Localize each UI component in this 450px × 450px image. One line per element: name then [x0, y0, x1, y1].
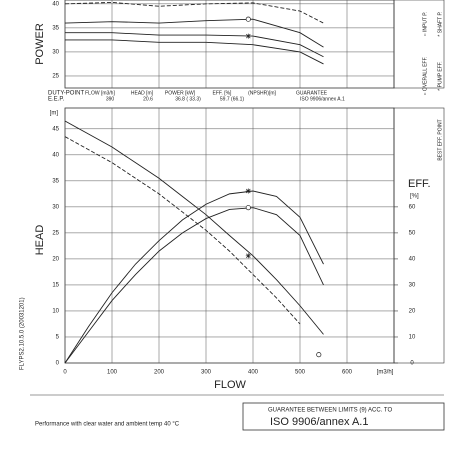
y-tick-label: 10: [52, 309, 59, 315]
y-tick-label: 25: [52, 230, 59, 236]
y2-tick-label: 40: [409, 256, 416, 262]
guarantee-heading: GUARANTEE BETWEEN LIMITS (9) ACC. TO: [268, 408, 392, 414]
x-tick-label: 300: [201, 370, 212, 376]
row-label: DUTY-POINT: [48, 91, 84, 97]
table-value: ISO 9906/annex A.1: [300, 96, 345, 102]
table-header: EFF. [%]: [213, 90, 233, 96]
table-header: FLOW [m3/h]: [85, 90, 115, 96]
legend-label: * SHAFT P.: [437, 11, 443, 36]
table-header: (NPSHR)[m]: [248, 90, 276, 96]
y-tick-label: 15: [52, 283, 59, 289]
legend-label: * PUMP EFF.: [437, 61, 443, 90]
y2-tick-label: 30: [409, 283, 416, 289]
y-unit: [m]: [50, 111, 59, 117]
y-tick-label: 30: [52, 50, 59, 56]
table-value: 36.8 ( 33.3): [175, 96, 201, 102]
y-tick-label: 25: [52, 74, 59, 80]
y-tick-label: 35: [52, 25, 59, 31]
point: [245, 33, 251, 39]
curve: [64, 1, 324, 24]
curve: [64, 207, 324, 364]
y2-unit: [%]: [410, 194, 419, 200]
guarantee-standard: ISO 9906/annex A.1: [270, 416, 368, 428]
y2-label: EFF.: [408, 178, 431, 190]
y-tick-label: 45: [52, 126, 59, 132]
curve: [64, 190, 324, 364]
y2-tick-label: 0: [410, 361, 414, 367]
y-tick-label: 5: [56, 335, 60, 341]
y2-tick-label: 50: [409, 230, 416, 236]
y-tick-label: 20: [52, 256, 59, 262]
curve: [64, 120, 324, 335]
legend-label: BEST EFF. POINT: [437, 119, 443, 160]
point: [245, 205, 251, 211]
curve: [64, 136, 301, 325]
table-header: GUARANTEE: [296, 90, 328, 96]
footnote: Performance with clear water and ambient…: [35, 422, 180, 428]
y2-tick-label: 60: [409, 204, 416, 210]
row-label: E.E.P.: [48, 97, 65, 103]
y-tick-label: 40: [52, 1, 59, 7]
table-value: 59.7 (66.1): [220, 96, 245, 102]
y2-tick-label: 10: [409, 335, 416, 341]
curve: [65, 39, 324, 65]
version: FLYPS2.10.5.0 (20031201): [20, 297, 26, 370]
x-unit: [m3/h]: [377, 370, 394, 376]
legend-label: ○ INPUT P.: [422, 12, 428, 37]
legend-frame: [393, 0, 445, 89]
x-tick-label: 400: [248, 370, 259, 376]
y-label: POWER: [34, 23, 46, 65]
point: [245, 253, 251, 259]
point: [245, 188, 251, 194]
y-tick-label: 30: [52, 204, 59, 210]
y2-tick-label: 20: [409, 309, 416, 315]
y-label: HEAD: [34, 225, 46, 256]
x-tick-label: 0: [63, 370, 67, 376]
curve: [64, 18, 324, 48]
point: [316, 352, 322, 358]
legend-label: ○ OVERALL EFF.: [422, 57, 428, 96]
y-tick-label: 40: [52, 152, 59, 158]
x-tick-label: 500: [295, 370, 306, 376]
x-label: FLOW: [214, 379, 246, 391]
guarantee-box: [242, 402, 445, 431]
x-tick-label: 200: [154, 370, 165, 376]
curve: [65, 32, 324, 58]
power-frame: [64, 0, 395, 89]
table-value: 20.6: [143, 96, 153, 102]
legend-frame: [393, 107, 445, 364]
table-header: HEAD [m]: [131, 90, 154, 96]
table-value: 390: [106, 96, 115, 102]
x-tick-label: 600: [342, 370, 353, 376]
point: [245, 16, 251, 22]
table-header: POWER [kW]: [165, 90, 196, 96]
y-tick-label: 35: [52, 178, 59, 184]
x-tick-label: 100: [107, 370, 118, 376]
y-tick-label: 0: [56, 361, 60, 367]
